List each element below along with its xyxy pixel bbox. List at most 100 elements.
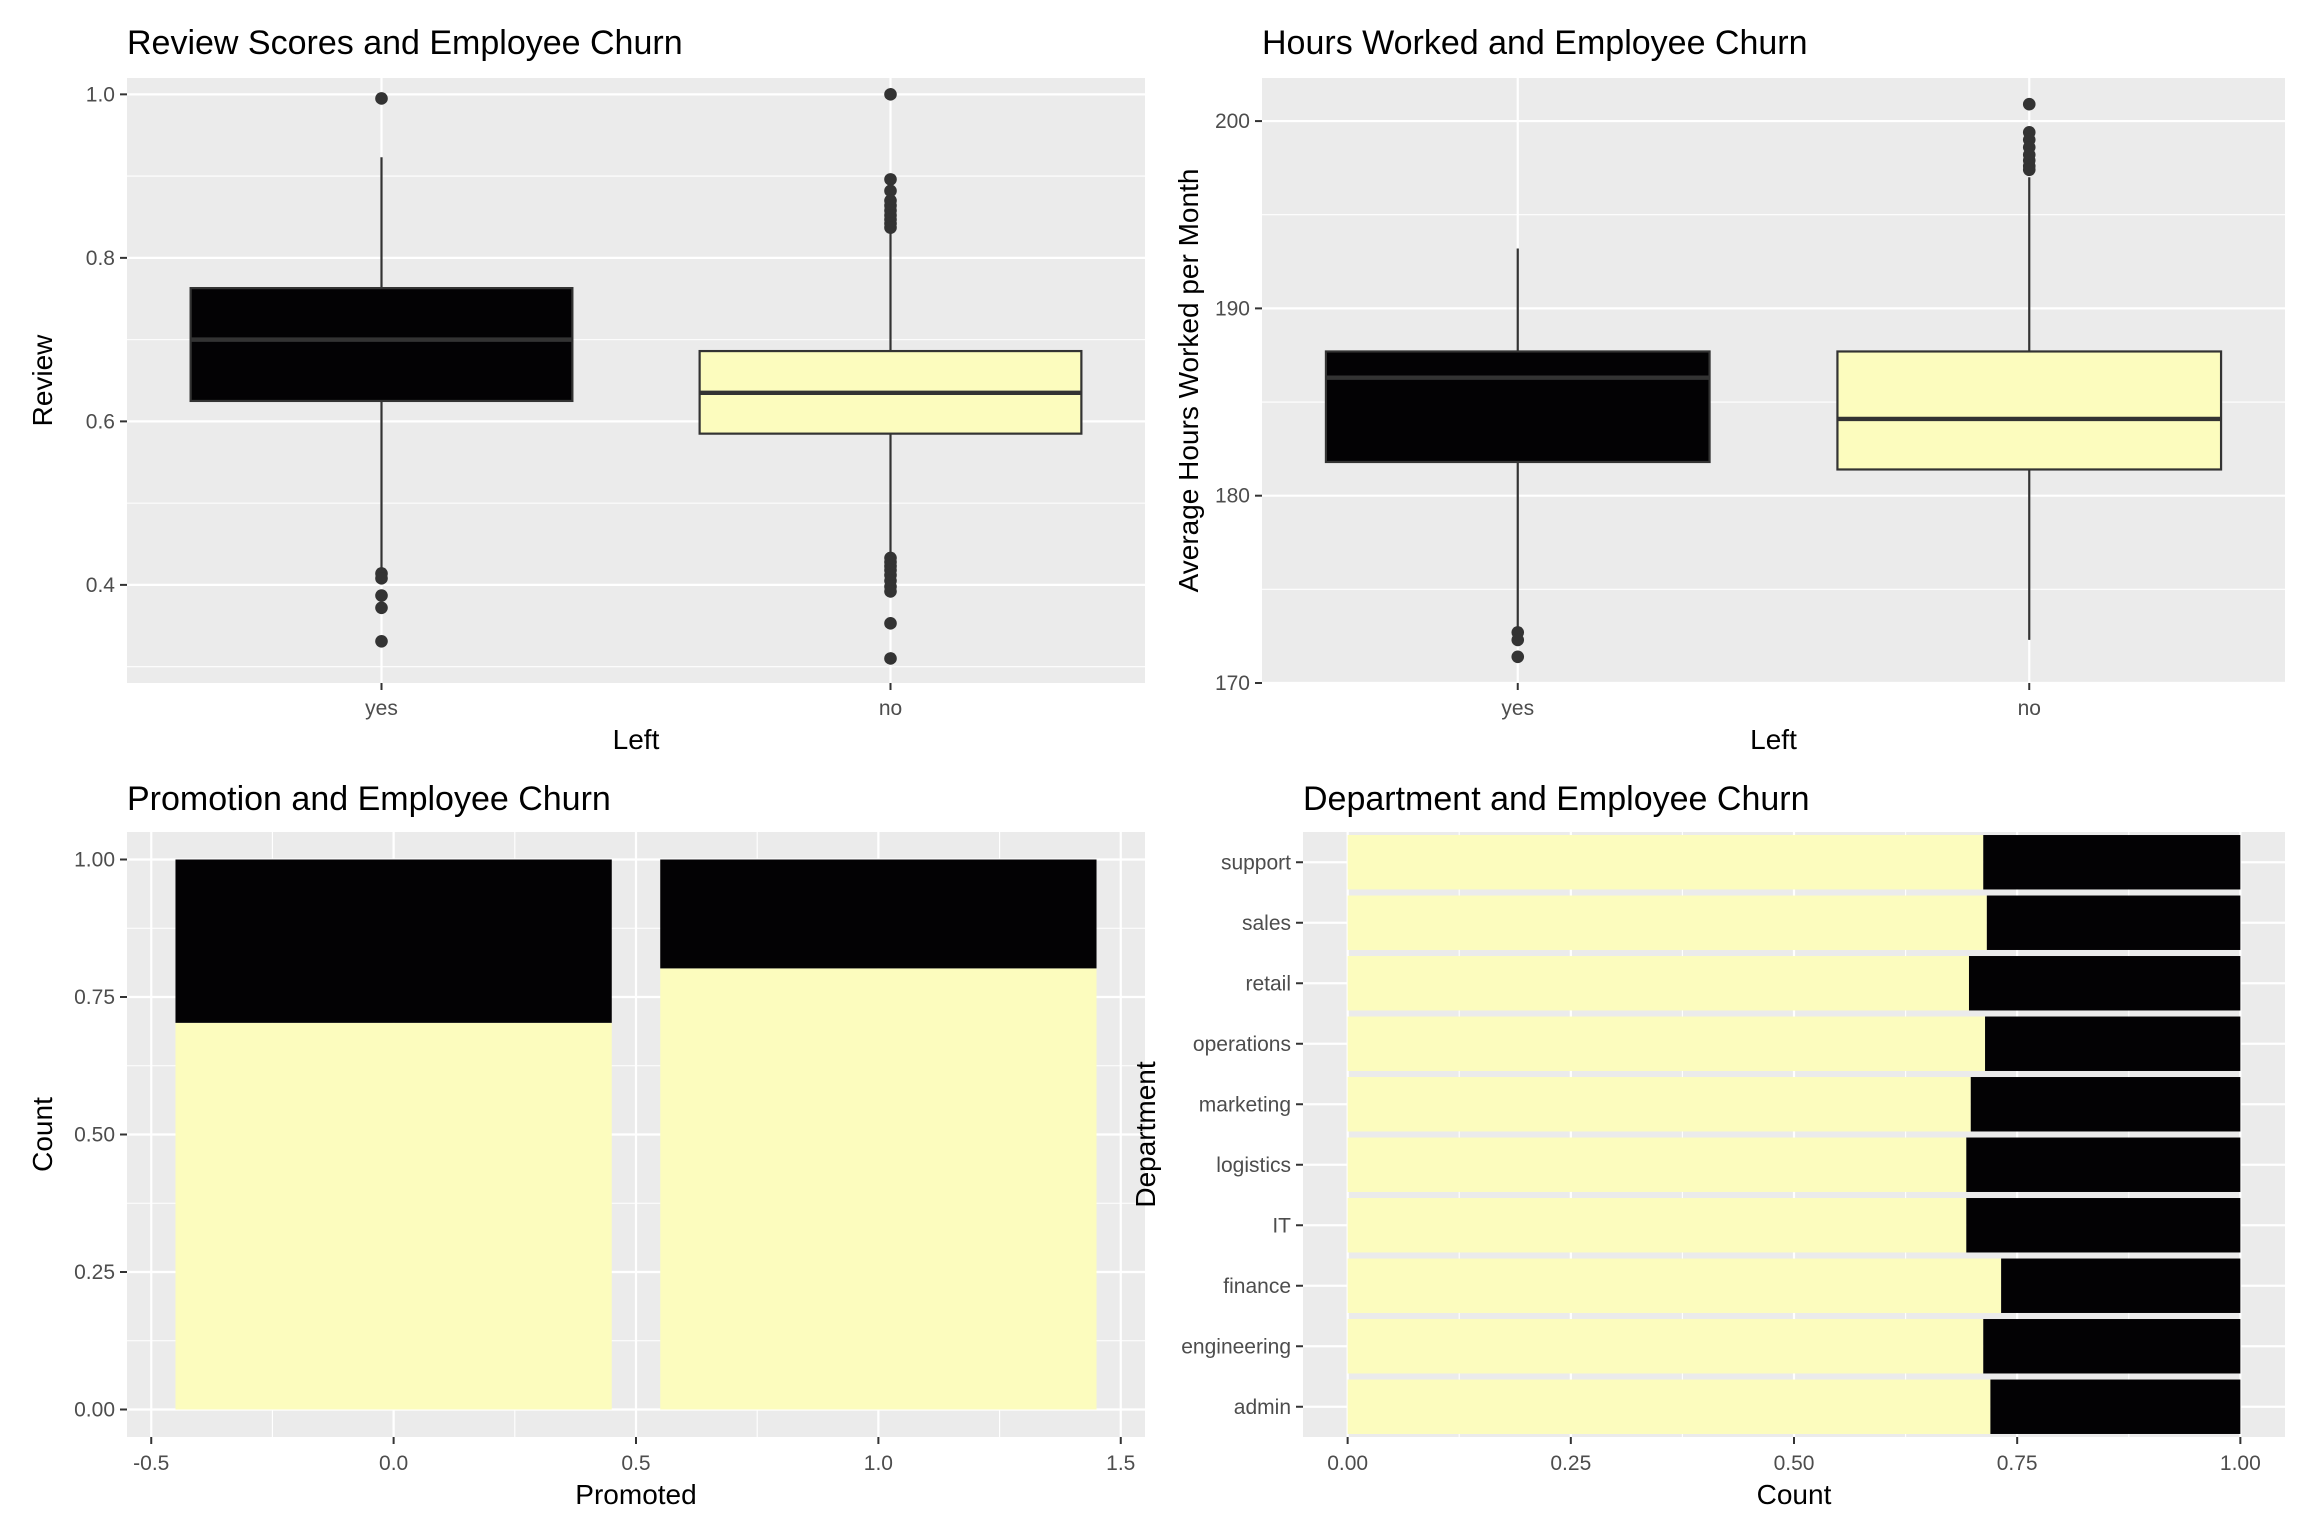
x-tick-label: 0.50 (1774, 1452, 1815, 1475)
box-yes (189, 92, 574, 648)
y-tick-label: 0.25 (74, 1261, 115, 1284)
y-tick-label: engineering (1181, 1335, 1291, 1358)
bar-segment-no (1347, 956, 1969, 1011)
x-axis-title: Left (1750, 724, 1797, 755)
outlier-point (884, 88, 897, 101)
panel-1: Review Scores and Employee Churn Left Revi… (27, 24, 1145, 755)
y-tick-label: support (1221, 851, 1291, 874)
box-no (698, 88, 1083, 665)
bar-segment-no (1347, 1137, 1967, 1192)
chart-title: Hours Worked and Employee Churn (1262, 24, 1808, 62)
bar-segment-yes (1970, 1077, 2241, 1132)
bar-segment-yes (1966, 1198, 2241, 1253)
x-axis-title: Count (1757, 1479, 1832, 1510)
bar-segment-yes (1990, 1379, 2241, 1434)
x-tick-label: 0.0 (379, 1452, 408, 1475)
box-iqr (1324, 350, 1711, 464)
box-iqr (189, 287, 574, 403)
outlier-point (884, 221, 897, 234)
x-tick-label: 0.75 (1997, 1452, 2038, 1475)
bar-segment-no (1347, 895, 1987, 950)
y-tick-label: admin (1234, 1396, 1291, 1419)
x-axis-title: Promoted (575, 1479, 696, 1510)
outlier-point (375, 601, 388, 615)
bar-segment-no (175, 1022, 612, 1410)
outlier-point (884, 184, 897, 198)
x-tick-label: 0.25 (1550, 1452, 1591, 1475)
x-axis: yes no (1501, 683, 2041, 720)
y-tick-label: sales (1242, 912, 1291, 935)
chart-title: Promotion and Employee Churn (127, 780, 611, 818)
bar-segment-no (1347, 835, 1984, 890)
outlier-point (375, 635, 388, 648)
outlier-point (2022, 163, 2036, 177)
bar-segment-no (1347, 1258, 2002, 1313)
x-tick-label: 1.00 (2220, 1452, 2261, 1475)
x-tick-label: no (2018, 697, 2041, 720)
y-axis-title: Review (27, 334, 58, 427)
box-yes (1324, 248, 1711, 664)
outlier-point (2022, 97, 2036, 111)
y-tick-label: 0.50 (74, 1124, 115, 1147)
y-tick-label: 180 (1215, 485, 1250, 508)
bar-segment-yes (1983, 1319, 2241, 1374)
outlier-point (375, 572, 388, 585)
bar-segment-yes (1986, 895, 2241, 950)
panel-4: Department and Employee Churn Count Depart… (1130, 780, 2285, 1510)
box-no (1836, 97, 2223, 640)
y-axis: 0.4 0.6 0.8 1.0 (86, 83, 127, 597)
bar-segment-no (1347, 1077, 1971, 1132)
x-tick-label: yes (1501, 697, 1534, 720)
outlier-point (375, 589, 388, 602)
outlier-point (884, 617, 897, 630)
x-axis: 0.00 0.25 0.50 0.75 1.00 (1327, 1437, 2261, 1475)
box-iqr (1836, 350, 2223, 471)
bar-segment-no (1347, 1319, 1984, 1374)
outlier-point (884, 652, 897, 665)
outlier-point (1511, 650, 1525, 664)
y-axis: admin engineering finance IT logistics market… (1181, 851, 1303, 1419)
bar-segment-yes (660, 859, 1097, 969)
bar-segment-yes (1983, 835, 2241, 890)
bars (175, 859, 1097, 1410)
x-axis-title: Left (613, 724, 660, 755)
bar-segment-yes (175, 859, 612, 1023)
y-tick-label: 0.75 (74, 986, 115, 1009)
y-axis-title: Average Hours Worked per Month (1173, 169, 1204, 593)
bars (1347, 835, 2241, 1434)
outlier-point (884, 585, 897, 598)
bar-segment-no (660, 968, 1097, 1410)
y-tick-label: 1.0 (86, 83, 115, 106)
outlier-point (375, 92, 388, 105)
x-tick-label: no (879, 697, 902, 720)
chart-title: Department and Employee Churn (1303, 780, 1810, 818)
bar-segment-no (1347, 1198, 1967, 1253)
x-tick-label: yes (365, 697, 398, 720)
y-tick-label: finance (1223, 1275, 1291, 1298)
x-axis: yes no (365, 683, 902, 720)
y-axis: 170 180 190 200 (1215, 110, 1262, 695)
y-tick-label: 0.00 (74, 1399, 115, 1422)
bar-segment-no (1347, 1379, 1991, 1434)
chart-title: Review Scores and Employee Churn (127, 24, 683, 62)
y-tick-label: 170 (1215, 672, 1250, 695)
outlier-point (1511, 633, 1525, 647)
outlier-point (884, 173, 897, 186)
y-tick-label: retail (1245, 972, 1291, 995)
y-axis: 0.00 0.25 0.50 0.75 1.00 (74, 849, 127, 1422)
y-tick-label: 0.8 (86, 247, 115, 270)
y-tick-label: 1.00 (74, 849, 115, 872)
y-axis-title: Count (27, 1097, 58, 1172)
x-tick-label: 0.5 (621, 1452, 650, 1475)
bar-segment-yes (2001, 1258, 2241, 1313)
y-tick-label: IT (1272, 1214, 1291, 1237)
y-tick-label: operations (1193, 1033, 1291, 1056)
panel-3: Promotion and Employee Churn Promoted Coun… (27, 780, 1145, 1510)
x-tick-label: 1.0 (864, 1452, 893, 1475)
x-axis: -0.5 0.0 0.5 1.0 1.5 (133, 1437, 1135, 1475)
y-tick-label: 190 (1215, 297, 1250, 320)
y-tick-label: 0.6 (86, 410, 115, 433)
x-tick-label: -0.5 (133, 1452, 169, 1475)
